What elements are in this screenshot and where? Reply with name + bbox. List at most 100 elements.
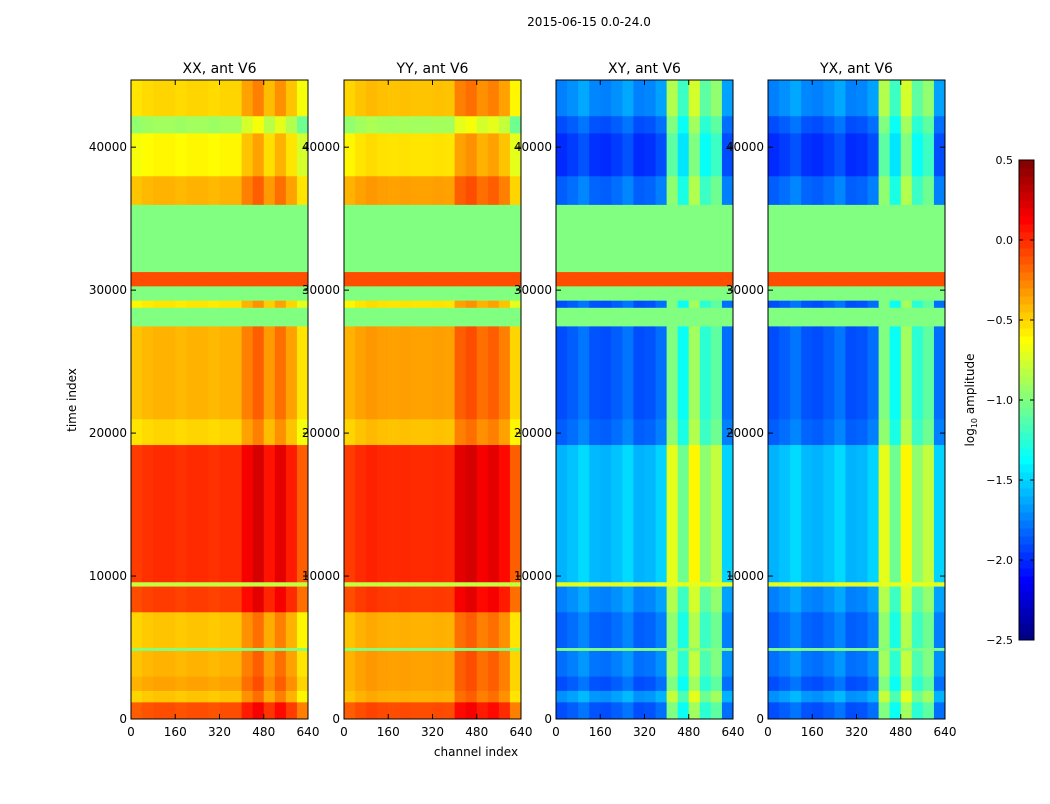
heatmap-cell <box>252 611 265 649</box>
heatmap-cell <box>197 581 209 587</box>
heatmap-cell <box>476 647 489 651</box>
heatmap-cell <box>355 444 367 583</box>
heatmap-cell <box>465 611 478 649</box>
heatmap-cell <box>175 611 187 649</box>
heatmap-cell <box>263 647 276 651</box>
heatmap-cell <box>131 611 143 649</box>
heatmap-cell <box>296 115 309 134</box>
heatmap-cell <box>622 444 634 583</box>
heatmap-cell <box>355 307 367 327</box>
heatmap-cell <box>856 650 869 677</box>
heatmap-cell <box>263 300 276 308</box>
heatmap-cell <box>933 115 946 134</box>
x-tick-label: 160 <box>801 725 824 739</box>
heatmap-cell <box>142 271 154 287</box>
heatmap-cell <box>344 676 356 691</box>
heatmap-cell <box>465 115 478 134</box>
heatmap-cell <box>219 115 232 134</box>
heatmap-cell <box>377 676 389 691</box>
heatmap-cell <box>878 325 891 420</box>
heatmap-cell <box>509 647 522 651</box>
heatmap-cell <box>285 285 298 301</box>
heatmap-cell <box>153 586 165 613</box>
heatmap-cell <box>399 647 411 651</box>
heatmap-cell <box>197 611 209 649</box>
heatmap-cell <box>421 690 433 703</box>
heatmap-cell <box>878 581 891 587</box>
heatmap-cell <box>622 204 634 273</box>
heatmap-cell <box>263 444 276 583</box>
heatmap-cell <box>142 581 154 587</box>
heatmap-cell <box>355 132 367 177</box>
heatmap-cell <box>779 307 791 327</box>
heatmap-cell <box>823 132 835 177</box>
heatmap-cell <box>230 418 243 446</box>
heatmap-cell <box>710 701 723 720</box>
heatmap-cell <box>219 285 232 301</box>
heatmap-cell <box>889 175 902 205</box>
heatmap-cell <box>878 650 891 677</box>
heatmap-cell <box>399 690 411 703</box>
heatmap-cell <box>677 611 690 649</box>
heatmap-cell <box>856 676 869 691</box>
heatmap-cell <box>666 285 679 301</box>
heatmap-cell <box>153 271 165 287</box>
heatmap-cell <box>768 611 780 649</box>
heatmap-cell <box>388 650 400 677</box>
heatmap-cell <box>889 307 902 327</box>
heatmap-cell <box>274 581 287 587</box>
heatmap-cell <box>699 586 712 613</box>
heatmap-cell <box>867 444 880 583</box>
heatmap-cell <box>263 115 276 134</box>
heatmap-cell <box>454 175 467 205</box>
y-tick-label: 0 <box>119 712 127 726</box>
heatmap-cell <box>600 690 612 703</box>
heatmap-cell <box>867 175 880 205</box>
heatmap-cell <box>186 581 198 587</box>
heatmap-cell <box>812 586 824 613</box>
heatmap-cell <box>699 581 712 587</box>
heatmap-cell <box>922 690 935 703</box>
heatmap-cell <box>922 175 935 205</box>
heatmap-cell <box>421 611 433 649</box>
heatmap-cell <box>655 285 668 301</box>
heatmap-cell <box>699 418 712 446</box>
heatmap-cell <box>845 581 857 587</box>
heatmap-cell <box>454 676 467 691</box>
heatmap-cell <box>790 285 802 301</box>
heatmap-cell <box>443 325 456 420</box>
heatmap-cell <box>633 611 645 649</box>
colorbar-segment <box>1019 632 1034 641</box>
heatmap-cell <box>509 444 522 583</box>
heatmap-cell <box>142 650 154 677</box>
colorbar-segment <box>1019 472 1034 481</box>
heatmap-cell <box>556 115 568 134</box>
heatmap-cell <box>164 611 176 649</box>
heatmap-cell <box>274 204 287 273</box>
heatmap-cell <box>900 418 913 446</box>
heatmap-cell <box>889 271 902 287</box>
heatmap-cell <box>600 611 612 649</box>
heatmap-cell <box>900 701 913 720</box>
heatmap-cell <box>589 581 601 587</box>
heatmap-cell <box>878 444 891 583</box>
heatmap-cell <box>164 132 176 177</box>
heatmap-cell <box>878 204 891 273</box>
heatmap-cell <box>197 690 209 703</box>
heatmap-cell <box>622 285 634 301</box>
heatmap-cell <box>509 586 522 613</box>
heatmap-cell <box>432 132 445 177</box>
heatmap-cell <box>768 418 780 446</box>
panel-title: XY, ant V6 <box>608 61 681 77</box>
heatmap-cell <box>274 444 287 583</box>
y-tick-label: 30000 <box>89 283 127 297</box>
y-tick-label: 40000 <box>302 140 340 154</box>
heatmap-cell <box>241 581 254 587</box>
heatmap-cell <box>666 701 679 720</box>
heatmap-cell <box>263 271 276 287</box>
heatmap-cell <box>622 175 634 205</box>
heatmap-cell <box>498 285 511 301</box>
heatmap-cell <box>655 271 668 287</box>
heatmap-cell <box>421 285 433 301</box>
heatmap-cell <box>900 175 913 205</box>
